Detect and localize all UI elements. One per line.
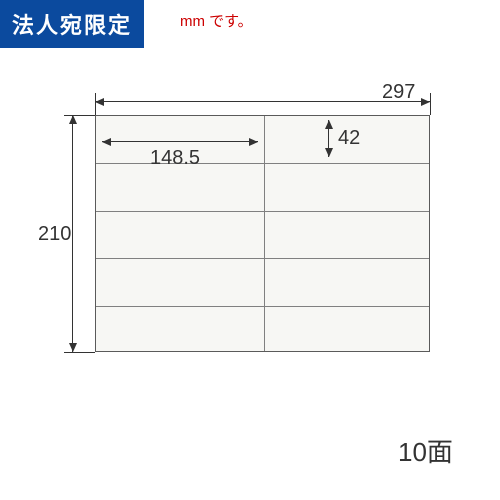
dim-arrow-label-width bbox=[102, 141, 258, 142]
faces-count-label: 10面 bbox=[398, 432, 453, 469]
grid-row-line bbox=[96, 258, 429, 259]
grid-col-line bbox=[264, 116, 265, 351]
dim-label-label-height: 42 bbox=[338, 127, 360, 150]
badge-text: 法人宛限定 bbox=[12, 13, 132, 38]
label-sheet-diagram: 297 210 148.5 42 bbox=[40, 65, 460, 445]
dim-arrow-total-height bbox=[72, 115, 73, 352]
grid-row-line bbox=[96, 306, 429, 307]
ext-line bbox=[430, 93, 431, 115]
dim-label-label-width: 148.5 bbox=[150, 147, 200, 170]
unit-note: mm です。 bbox=[180, 10, 253, 31]
dim-arrow-label-height bbox=[328, 120, 329, 157]
grid-row-line bbox=[96, 163, 429, 164]
grid-row-line bbox=[96, 211, 429, 212]
dim-label-total-width: 297 bbox=[382, 81, 415, 104]
ext-line bbox=[64, 352, 95, 353]
sheet-outline bbox=[95, 115, 430, 352]
corporate-only-badge: 法人宛限定 bbox=[0, 0, 144, 48]
dim-arrow-total-width bbox=[95, 101, 430, 102]
dim-label-total-height: 210 bbox=[38, 223, 71, 246]
